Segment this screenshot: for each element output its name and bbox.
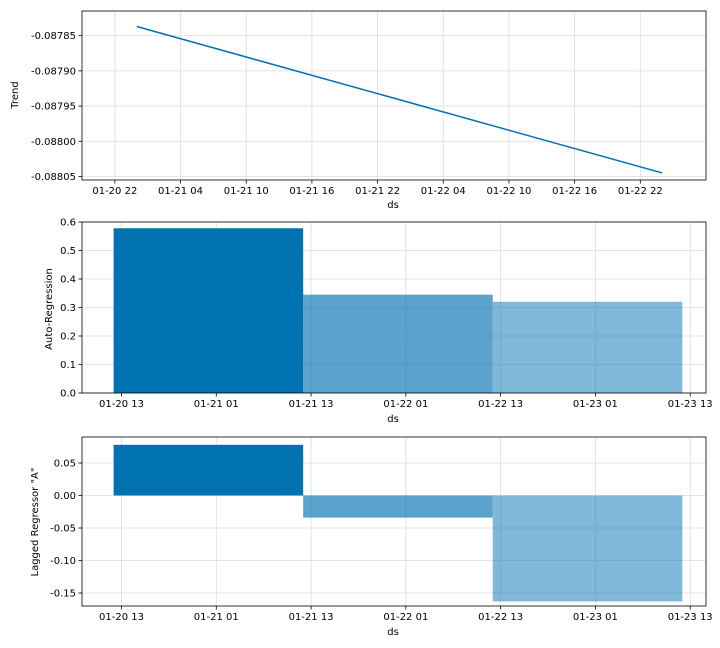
auto-regression-x-tick-label: 01-23 01: [573, 399, 618, 410]
lagged-regressor-x-tick-label: 01-21 01: [194, 612, 239, 623]
auto-regression-axes-frame: [81, 221, 707, 394]
lagged-regressor-bar-2: [303, 495, 493, 518]
auto-regression-x-tick-label: 01-21 13: [289, 399, 334, 410]
trend-y-tick-label: -0.08805: [31, 172, 76, 183]
trend-x-tick-label: 01-21 22: [355, 186, 400, 197]
auto-regression-x-tick-label: 01-22 01: [383, 399, 428, 410]
trend-x-tick-label: 01-22 16: [552, 186, 597, 197]
auto-regression-x-tick-label: 01-22 13: [478, 399, 523, 410]
trend-x-tick-label: 01-22 22: [618, 186, 663, 197]
trend-x-tick-label: 01-22 04: [421, 186, 466, 197]
lagged-regressor-x-tick-label: 01-20 13: [99, 612, 144, 623]
lagged-regressor-y-axis-label: Lagged Regressor "A": [30, 468, 41, 577]
trend-x-tick-label: 01-21 16: [289, 186, 334, 197]
trend-y-axis-label: Trend: [10, 81, 21, 109]
trend-y-tick-label: -0.08800: [31, 137, 76, 148]
lagged-regressor-y-tick-label: -0.05: [50, 524, 76, 535]
lagged-regressor-axes-frame: [81, 436, 707, 607]
auto-regression-y-tick-label: 0.2: [60, 332, 76, 343]
auto-regression-panel: ds Auto-Regression 01-20 13 01-21 01 01-21…: [44, 218, 713, 426]
lagged-regressor-y-tick-label: 0.05: [54, 459, 76, 470]
auto-regression-y-axis-label: Auto-Regression: [44, 268, 55, 350]
lagged-regressor-y-tick-label: -0.10: [50, 556, 76, 567]
lagged-regressor-x-tick-label: 01-22 01: [383, 612, 428, 623]
lagged-regressor-x-tick-label: 01-22 13: [478, 612, 523, 623]
trend-axes-frame: [81, 10, 707, 181]
lagged-regressor-panel: ds Lagged Regressor "A" 01-20 13 01-21 01…: [30, 436, 713, 638]
trend-x-tick-label: 01-22 10: [486, 186, 531, 197]
auto-regression-bar-2: [303, 294, 493, 393]
lagged-regressor-x-axis-label: ds: [387, 627, 399, 638]
lagged-regressor-x-tick-label: 01-21 13: [289, 612, 334, 623]
trend-panel: ds Trend 01-20 22 01-21 04 01-21 10 01-21 1…: [10, 10, 707, 211]
trend-x-tick-label: 01-21 10: [224, 186, 269, 197]
auto-regression-y-tick-label: 0.3: [60, 303, 76, 314]
trend-x-tick-label: 01-20 22: [92, 186, 137, 197]
trend-y-tick-label: -0.08795: [31, 102, 76, 113]
auto-regression-y-tick-label: 0.5: [60, 246, 76, 257]
auto-regression-x-tick-label: 01-23 13: [668, 399, 713, 410]
lagged-regressor-bar-1: [113, 444, 304, 496]
lagged-regressor-x-tick-label: 01-23 13: [668, 612, 713, 623]
auto-regression-x-tick-label: 01-21 01: [194, 399, 239, 410]
trend-x-axis-label: ds: [387, 200, 399, 211]
lagged-regressor-y-tick-label: -0.15: [50, 589, 76, 600]
lagged-regressor-y-tick-label: 0.00: [54, 491, 76, 502]
auto-regression-y-tick-label: 0.6: [60, 218, 76, 229]
auto-regression-bar-3: [492, 301, 683, 393]
auto-regression-y-tick-label: 0.4: [60, 275, 76, 286]
auto-regression-y-tick-label: 0.1: [60, 360, 76, 371]
trend-y-tick-label: -0.08785: [31, 31, 76, 42]
auto-regression-x-tick-label: 01-20 13: [99, 399, 144, 410]
trend-x-tick-label: 01-21 04: [158, 186, 203, 197]
lagged-regressor-bar-3: [492, 495, 683, 602]
auto-regression-y-tick-label: 0.0: [60, 389, 76, 400]
auto-regression-x-axis-label: ds: [387, 414, 399, 425]
trend-line: [136, 25, 663, 174]
auto-regression-bar-1: [113, 228, 304, 393]
trend-y-tick-label: -0.08790: [31, 66, 76, 77]
lagged-regressor-x-tick-label: 01-23 01: [573, 612, 618, 623]
